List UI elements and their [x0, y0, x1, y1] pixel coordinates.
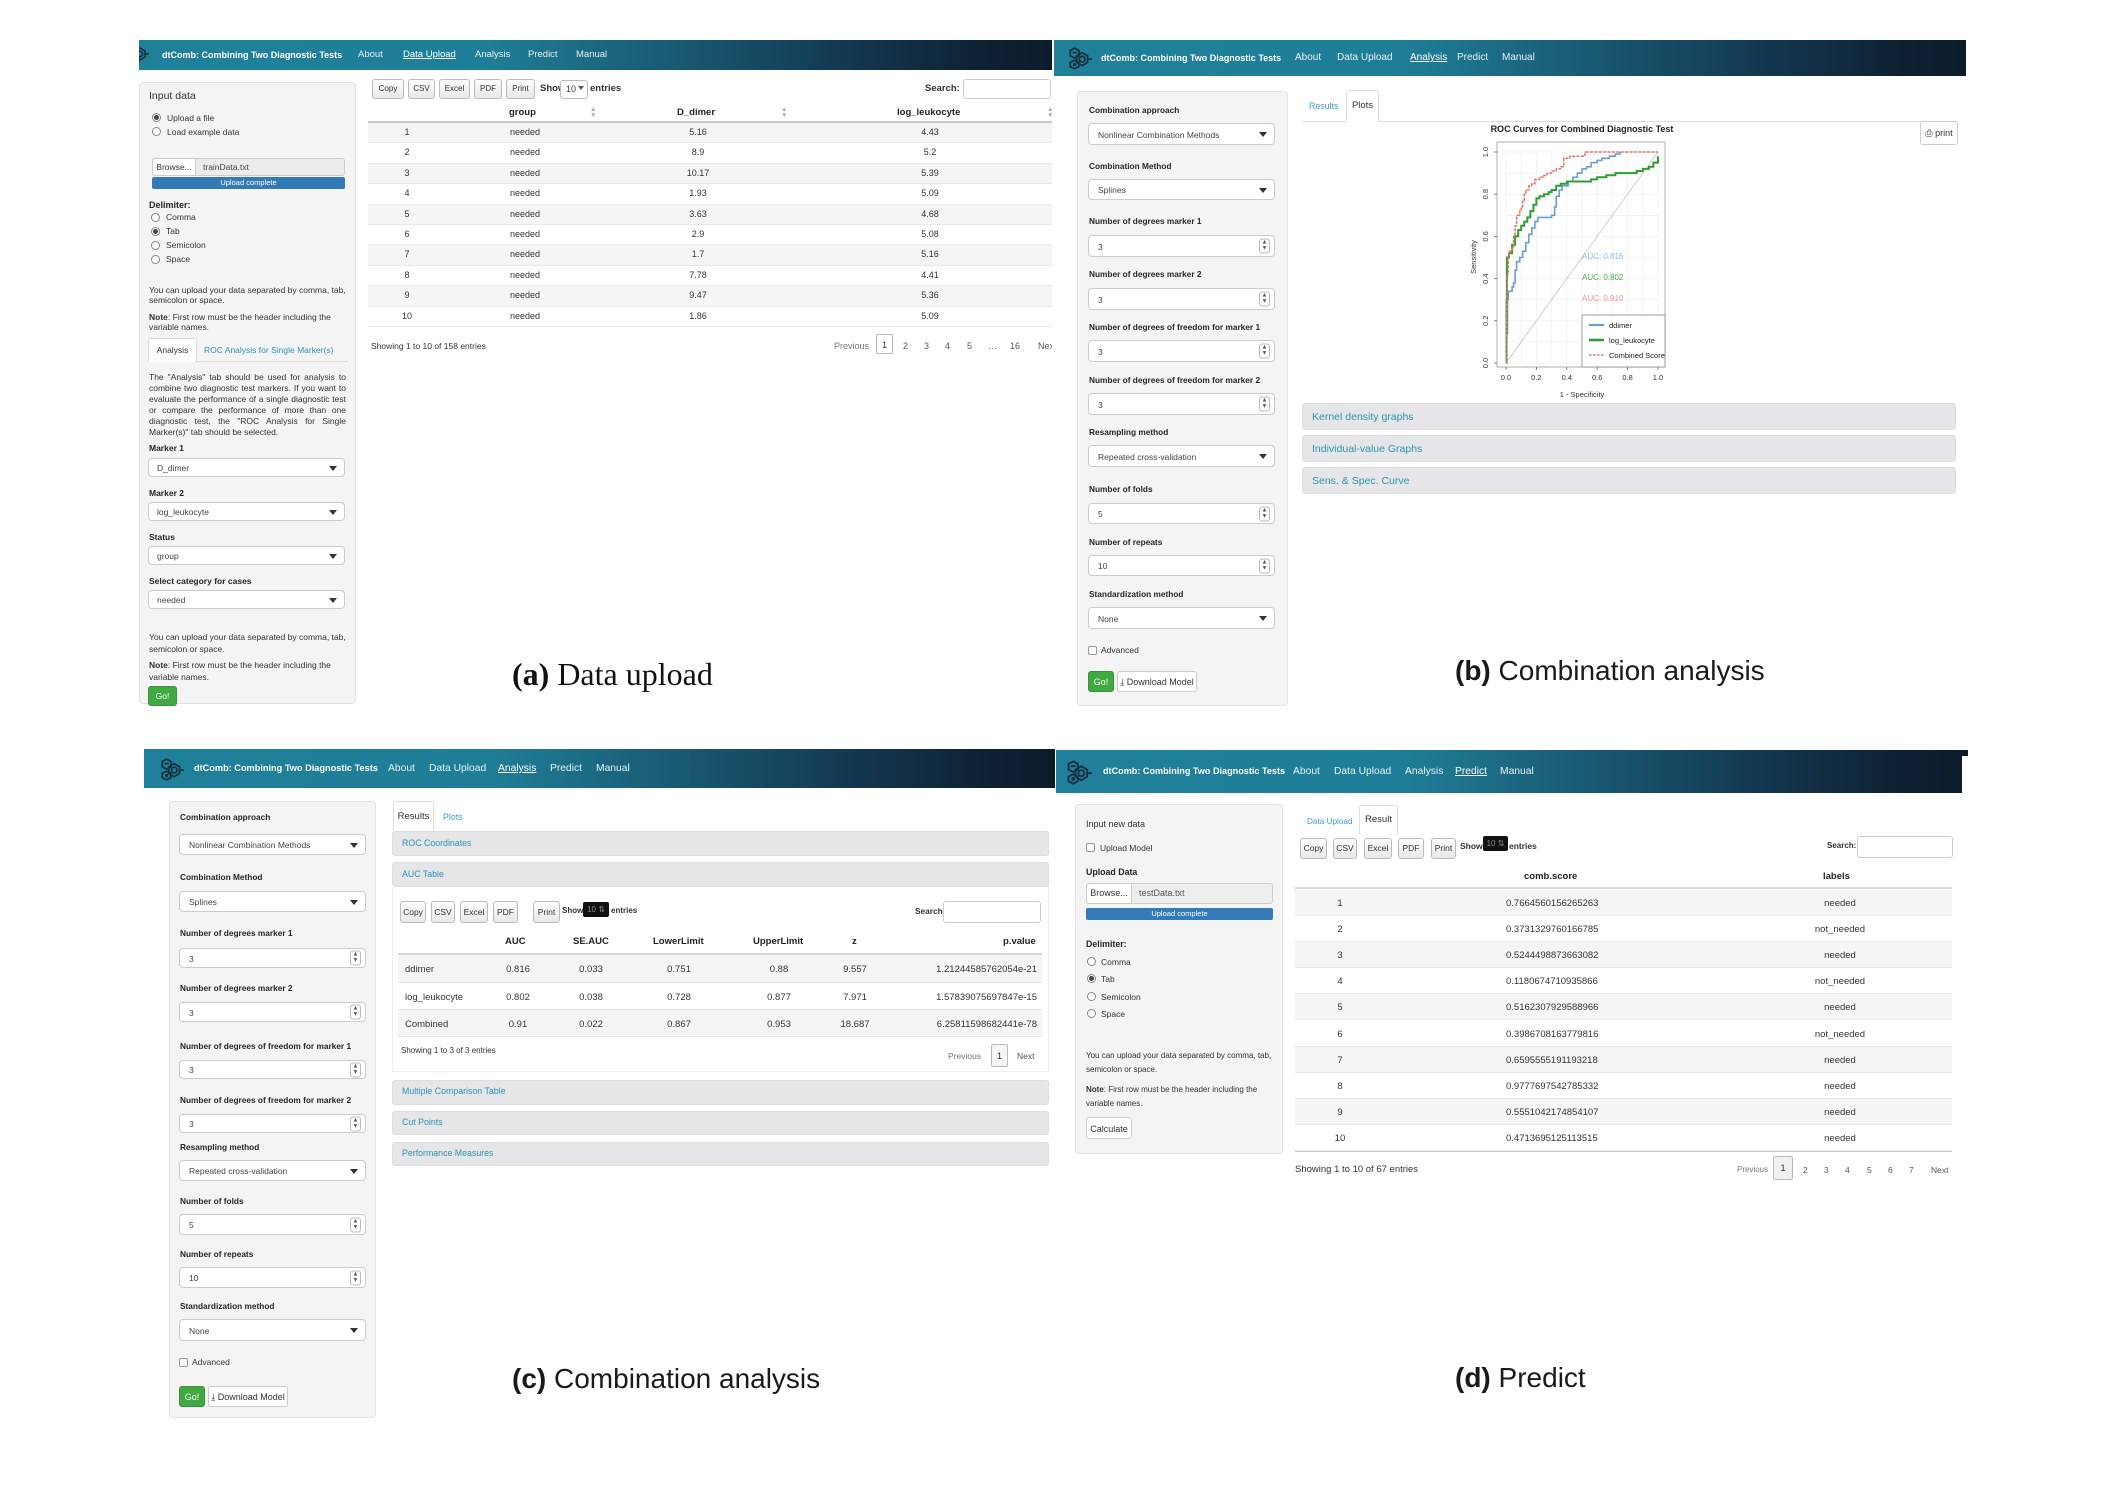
svg-text:AUC: 0.910: AUC: 0.910 [1582, 294, 1624, 303]
svg-text:Sensitivity: Sensitivity [1470, 240, 1478, 274]
svg-text:AUC: 0.802: AUC: 0.802 [1582, 273, 1624, 282]
svg-text:1 - Specificity: 1 - Specificity [1560, 390, 1605, 399]
svg-text:log_leukocyte: log_leukocyte [1609, 336, 1655, 345]
svg-text:1.0: 1.0 [1653, 373, 1663, 382]
svg-text:0.0: 0.0 [1481, 358, 1490, 368]
svg-text:Combined Score: Combined Score [1609, 351, 1665, 360]
svg-text:0.6: 0.6 [1592, 373, 1602, 382]
svg-text:0.0: 0.0 [1501, 373, 1511, 382]
svg-text:0.2: 0.2 [1481, 316, 1490, 326]
svg-text:0.6: 0.6 [1481, 231, 1490, 241]
svg-text:ddimer: ddimer [1609, 321, 1632, 330]
svg-text:AUC: 0.816: AUC: 0.816 [1582, 252, 1624, 261]
svg-text:0.2: 0.2 [1531, 373, 1541, 382]
svg-text:0.4: 0.4 [1562, 373, 1572, 382]
svg-text:0.4: 0.4 [1481, 273, 1490, 283]
svg-text:0.8: 0.8 [1622, 373, 1632, 382]
svg-text:0.8: 0.8 [1481, 189, 1490, 199]
svg-text:1.0: 1.0 [1481, 147, 1490, 157]
